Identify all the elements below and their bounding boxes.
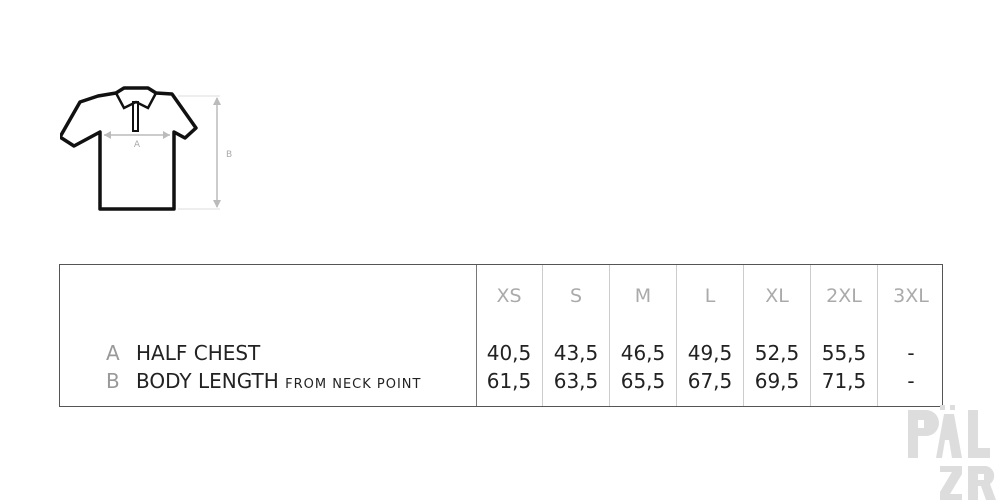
- row-label: HALF CHEST: [136, 341, 261, 365]
- size-header: XS: [496, 285, 522, 307]
- polo-shirt-diagram: A B: [60, 86, 232, 211]
- half-chest-value: 43,5: [553, 341, 599, 365]
- size-column-xs: XS 40,5 61,5: [476, 265, 543, 406]
- palzr-logo: [908, 405, 996, 500]
- size-column-m: M 46,5 65,5: [610, 265, 677, 406]
- body-length-value: -: [907, 369, 915, 393]
- size-column-xl: XL 52,5 69,5: [744, 265, 811, 406]
- body-length-value: 63,5: [553, 369, 599, 393]
- row-label-half-chest: A HALF CHEST: [106, 341, 260, 365]
- label-a: A: [134, 140, 141, 150]
- half-chest-value: 55,5: [821, 341, 867, 365]
- size-header: 2XL: [826, 285, 862, 307]
- half-chest-value: 52,5: [754, 341, 800, 365]
- size-header: 3XL: [893, 285, 929, 307]
- row-sublabel: FROM NECK POINT: [285, 377, 422, 392]
- shirt-outline: [60, 86, 198, 211]
- row-key: B: [106, 369, 120, 393]
- size-header: M: [634, 285, 652, 307]
- row-key: A: [106, 341, 120, 365]
- half-chest-value: 46,5: [620, 341, 666, 365]
- size-header: XL: [765, 285, 789, 307]
- size-column-2xl: 2XL 55,5 71,5: [811, 265, 878, 406]
- label-b: B: [226, 150, 232, 160]
- body-length-value: 67,5: [687, 369, 733, 393]
- size-header: L: [704, 285, 716, 307]
- body-length-value: 61,5: [486, 369, 532, 393]
- size-table: A HALF CHEST B BODY LENGTH FROM NECK POINT…: [59, 264, 943, 407]
- body-length-value: 69,5: [754, 369, 800, 393]
- body-length-value: 65,5: [620, 369, 666, 393]
- size-header: S: [569, 285, 583, 307]
- size-column-s: S 43,5 63,5: [543, 265, 610, 406]
- size-column-l: L 49,5 67,5: [677, 265, 744, 406]
- row-label: BODY LENGTH: [136, 369, 279, 393]
- half-chest-value: 40,5: [486, 341, 532, 365]
- body-length-value: 71,5: [821, 369, 867, 393]
- size-column-3xl: 3XL - -: [878, 265, 944, 406]
- half-chest-value: 49,5: [687, 341, 733, 365]
- half-chest-value: -: [907, 341, 915, 365]
- measurement-labels: A HALF CHEST B BODY LENGTH FROM NECK POINT: [60, 265, 477, 406]
- row-label-body-length: B BODY LENGTH FROM NECK POINT: [106, 369, 421, 393]
